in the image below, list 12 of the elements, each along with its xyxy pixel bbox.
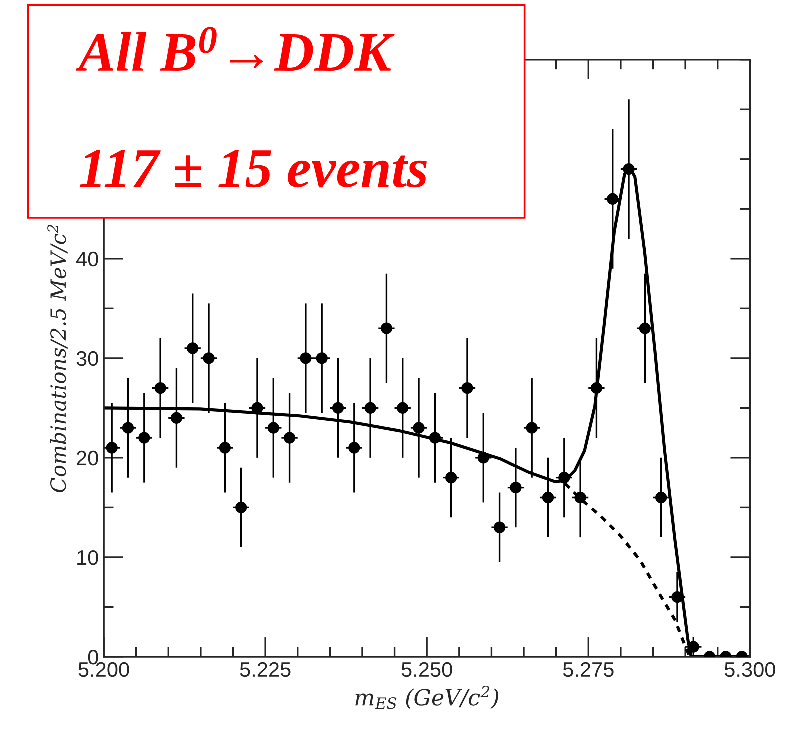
y-tick-label: 40 [76,252,98,267]
x-axis-title: m$_{ES}$ (GeV/c$^{2}$) [356,686,499,710]
y-tick-label: 10 [78,550,98,566]
annotation: All B$^{0}$→DDK [76,27,395,71]
x-tick-label: 5.275 [563,662,614,678]
y-tick-label: 20 [77,450,98,466]
x-tick-label: 5.250 [402,662,452,678]
y-axis-title: Combinations/2.5 MeV/c$^{2}$ [48,225,68,492]
annotation: 117 ± 15 events [80,150,428,188]
x-tick-label: 5.225 [240,662,291,678]
x-tick-label: 5.300 [724,662,776,678]
y-tick-label: 30 [76,351,98,366]
